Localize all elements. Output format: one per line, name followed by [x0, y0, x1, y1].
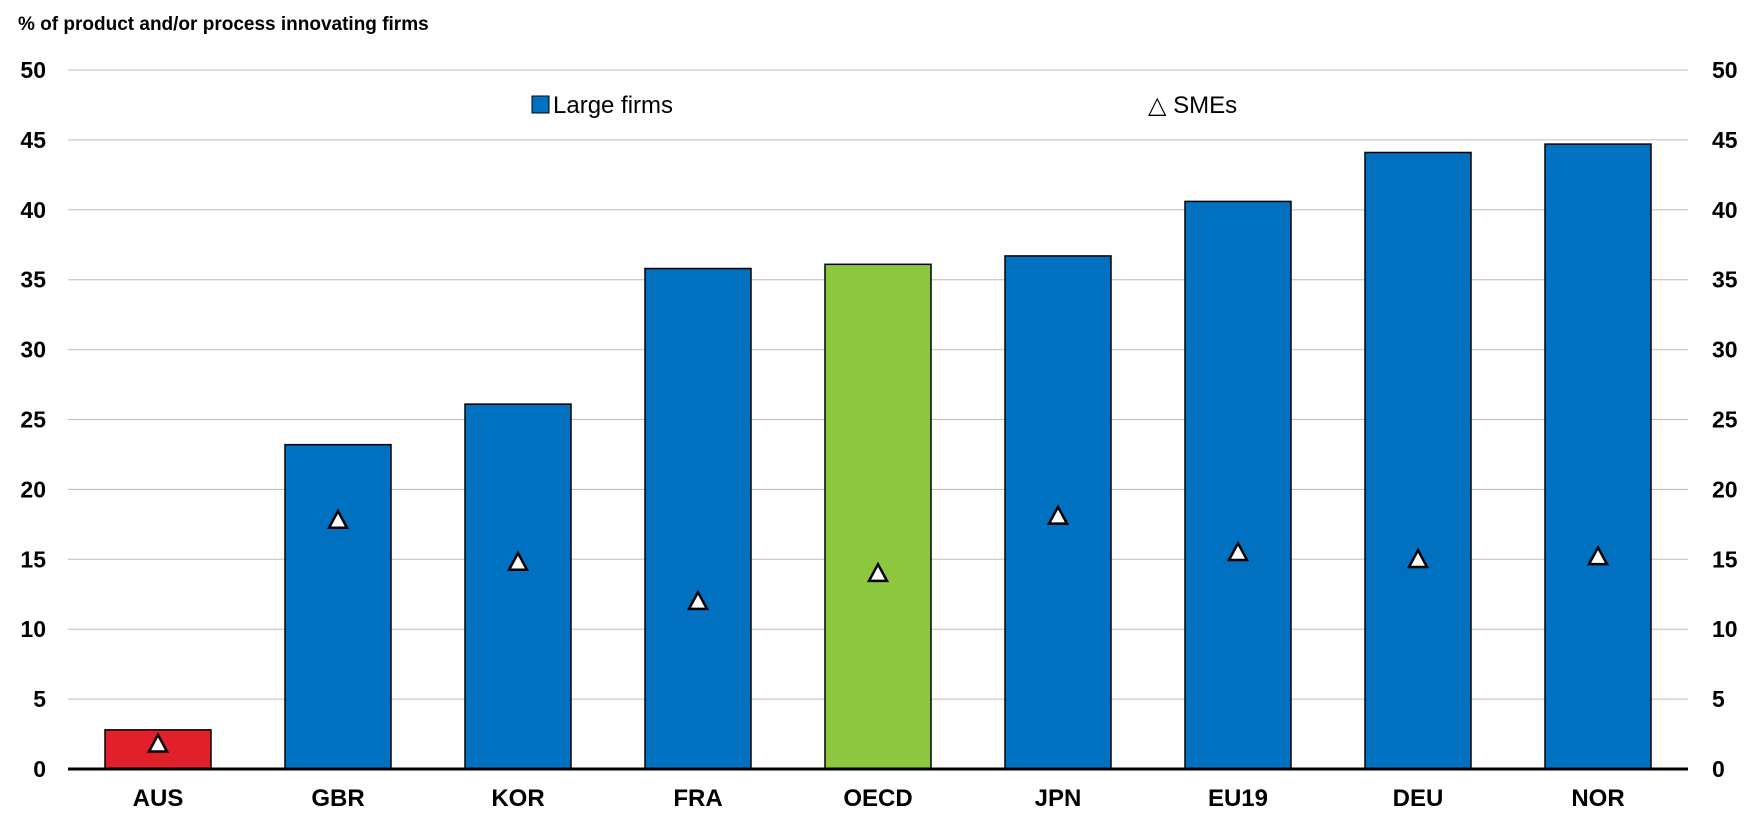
y-tick-label-left: 50: [20, 57, 46, 83]
y-tick-label-left: 25: [20, 407, 46, 433]
y-tick-label-left: 35: [20, 267, 46, 293]
bar-eu19: [1184, 200, 1292, 770]
y-tick-label-left: 45: [20, 127, 46, 153]
category-label: DEU: [1393, 785, 1444, 812]
legend: Large firms △ SMEs: [531, 92, 1237, 119]
y-axis-left: 0 5 10 15 20 25 30 35 40 45 50: [20, 57, 46, 782]
category-label: JPN: [1035, 785, 1082, 812]
category-label: AUS: [133, 785, 184, 812]
category-label: FRA: [673, 785, 722, 812]
y-tick-label-right: 25: [1712, 407, 1738, 433]
y-tick-label-right: 50: [1712, 57, 1738, 83]
y-tick-label-right: 20: [1712, 476, 1738, 502]
category-label: EU19: [1208, 785, 1268, 812]
sme-marker-nor: [1586, 544, 1610, 566]
category-label: GBR: [311, 785, 364, 812]
y-tick-label-right: 5: [1712, 686, 1725, 712]
sme-marker-jpn: [1046, 504, 1070, 525]
sme-marker-kor: [506, 550, 530, 571]
bar-kor: [464, 403, 572, 770]
legend-label-large-firms: Large firms: [553, 92, 673, 119]
sme-marker-deu: [1406, 547, 1430, 569]
sme-marker-aus: [146, 732, 170, 753]
bars: [104, 143, 1652, 770]
y-tick-label-right: 35: [1712, 267, 1738, 293]
y-axis-title: % of product and/or process innovating f…: [18, 14, 429, 35]
y-tick-label-right: 45: [1712, 127, 1738, 153]
bar-nor: [1544, 143, 1652, 770]
x-axis-categories: AUS GBR KOR FRA OECD JPN EU19 DEU NOR: [133, 785, 1625, 812]
y-tick-label-right: 0: [1712, 756, 1725, 782]
category-label: NOR: [1571, 785, 1624, 812]
sme-marker-gbr: [326, 508, 350, 530]
y-tick-label-right: 40: [1712, 197, 1738, 223]
bar-deu: [1364, 151, 1472, 770]
y-tick-label-right: 10: [1712, 616, 1738, 642]
y-tick-label-left: 5: [33, 686, 46, 712]
y-tick-label-left: 20: [20, 476, 46, 502]
sme-marker-eu19: [1226, 540, 1250, 562]
y-tick-label-left: 30: [20, 337, 46, 363]
y-tick-label-right: 30: [1712, 337, 1738, 363]
legend-label-smes: △ SMEs: [1148, 92, 1237, 119]
y-tick-label-left: 0: [33, 756, 46, 782]
sme-markers: [146, 504, 1610, 753]
y-axis-right: 0 5 10 15 20 25 30 35 40 45 50: [1712, 57, 1738, 782]
y-tick-label-left: 40: [20, 197, 46, 223]
bar-oecd: [824, 263, 932, 770]
sme-marker-fra: [686, 589, 710, 611]
y-tick-label-left: 15: [20, 546, 46, 572]
y-tick-label-right: 15: [1712, 546, 1738, 572]
sme-marker-oecd: [866, 561, 890, 583]
y-tick-label-left: 10: [20, 616, 46, 642]
category-label: OECD: [843, 785, 912, 812]
bar-fra: [644, 267, 752, 770]
bar-gbr: [284, 443, 392, 770]
legend-swatch-large-firms: [531, 95, 550, 114]
category-label: KOR: [491, 785, 544, 812]
